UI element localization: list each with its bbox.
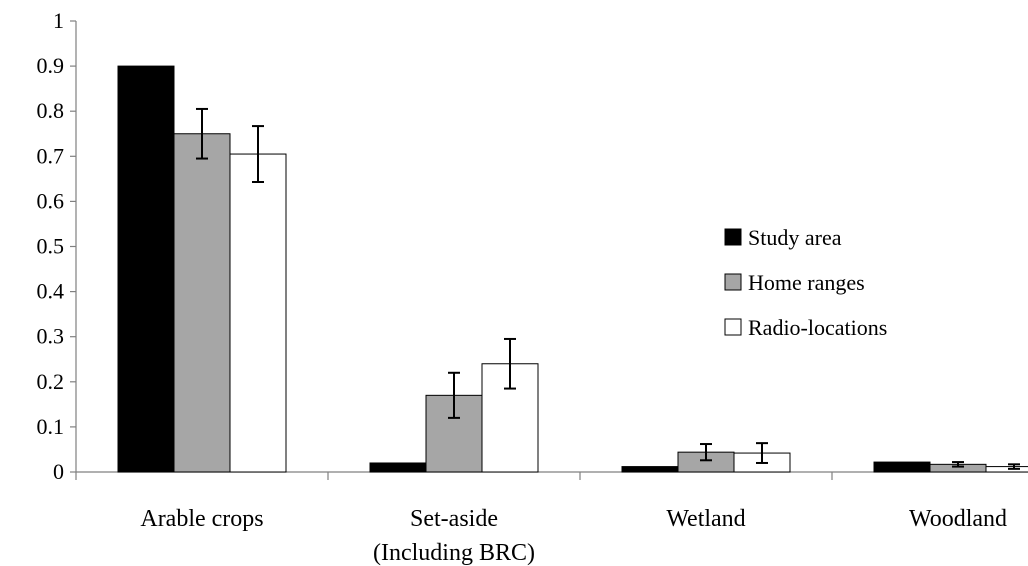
legend-swatch	[724, 228, 742, 246]
bars	[117, 65, 1028, 473]
category-label: Woodland	[909, 506, 1007, 532]
bar-study-area	[369, 462, 427, 473]
y-tick-label: 1	[53, 8, 64, 33]
bar-radio-locations	[985, 466, 1028, 473]
legend-label: Home ranges	[748, 270, 865, 295]
bar-radio-locations	[229, 153, 287, 473]
bar-study-area	[117, 65, 175, 473]
y-tick-label: 0.7	[37, 143, 65, 168]
legend-label: Study area	[748, 225, 842, 250]
y-axis: 0 0.1 0.2 0.3 0.4 0.5 0.6 0.7 0.8 0.9 1	[37, 8, 77, 484]
category-label: Set-aside	[410, 506, 498, 532]
error-bars	[196, 107, 1020, 470]
legend-label: Radio-locations	[748, 315, 887, 340]
y-tick-label: 0.3	[37, 324, 65, 349]
y-tick-label: 0.2	[37, 369, 65, 394]
y-tick-label: 0.1	[37, 414, 65, 439]
bar-home-ranges	[173, 133, 231, 473]
y-tick-label: 0.5	[37, 234, 65, 259]
category-label: Arable crops	[140, 506, 263, 532]
bar-study-area	[873, 461, 931, 473]
y-tick-label: 0.8	[37, 98, 65, 123]
category-label: Wetland	[666, 506, 745, 532]
legend-swatch	[724, 318, 742, 336]
category-label: (Including BRC)	[373, 540, 535, 566]
bar-study-area	[621, 466, 679, 473]
y-tick-label: 0.6	[37, 188, 65, 213]
y-tick-label: 0.4	[37, 279, 65, 304]
y-tick-label: 0.9	[37, 53, 65, 78]
legend: Study area Home ranges Radio-locations	[724, 225, 887, 340]
legend-swatch	[724, 273, 742, 291]
x-axis: Arable crops Set-aside (Including BRC) Wetl…	[75, 471, 1028, 566]
y-tick-label: 0	[53, 459, 64, 484]
